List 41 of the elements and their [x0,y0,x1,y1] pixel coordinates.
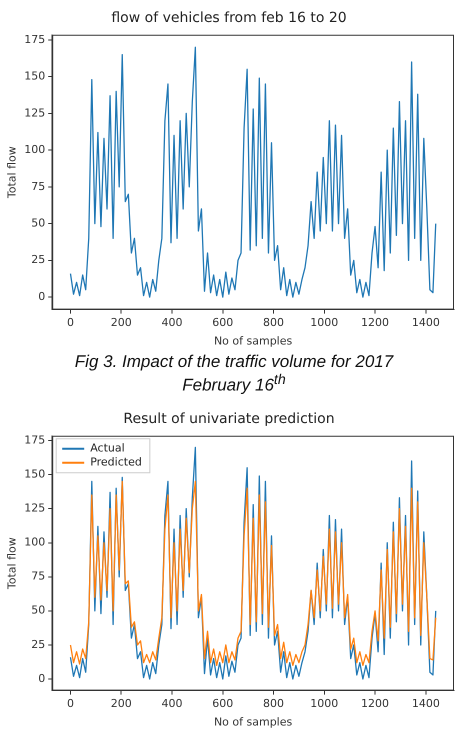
y-tick-label: 50 [31,603,46,616]
y-tick-label: 50 [31,216,46,230]
x-tick-label: 1200 [361,696,390,710]
y-tick-label: 125 [24,501,46,514]
y-tick-label: 75 [31,569,46,582]
x-tick-label: 400 [162,316,182,330]
legend-label: Actual [90,441,125,454]
y-tick-label: 0 [38,290,46,303]
y-axis-title: Total flow [5,146,18,200]
x-tick-label: 0 [66,696,74,710]
x-tick-label: 1200 [361,316,390,330]
x-tick-label: 1000 [310,696,338,710]
x-tick-label: 800 [263,316,284,330]
chart-title: flow of vehicles from feb 16 to 20 [111,10,347,26]
chart-title: Result of univariate prediction [123,410,335,427]
x-tick-label: 1400 [412,316,440,330]
y-tick-label: 125 [24,106,46,120]
x-axis-title: No of samples [214,334,293,348]
y-tick-label: 0 [38,672,46,685]
y-tick-label: 100 [24,535,46,548]
y-tick-label: 75 [31,180,46,193]
x-tick-label: 200 [110,316,132,330]
x-axis-title: No of samples [214,714,293,728]
x-tick-label: 1400 [412,696,440,710]
x-tick-label: 200 [110,696,132,710]
legend-label: Predicted [90,455,142,468]
y-axis-title: Total flow [5,536,18,590]
x-tick-label: 600 [212,316,234,330]
x-tick-label: 600 [212,696,234,710]
y-tick-label: 25 [31,253,46,266]
x-tick-label: 0 [66,316,74,330]
y-tick-label: 175 [24,433,46,446]
caption: Fig 3. Impact of the traffic volume for 2017 February 16$^{th}$ [74,352,395,395]
y-tick-label: 150 [24,467,46,480]
y-tick-label: 25 [31,637,46,650]
y-tick-label: 175 [24,32,46,46]
x-tick-label: 800 [263,696,284,710]
y-tick-label: 100 [24,143,46,156]
y-tick-label: 150 [24,70,46,83]
x-tick-label: 1000 [310,316,338,330]
x-tick-label: 400 [162,696,182,710]
